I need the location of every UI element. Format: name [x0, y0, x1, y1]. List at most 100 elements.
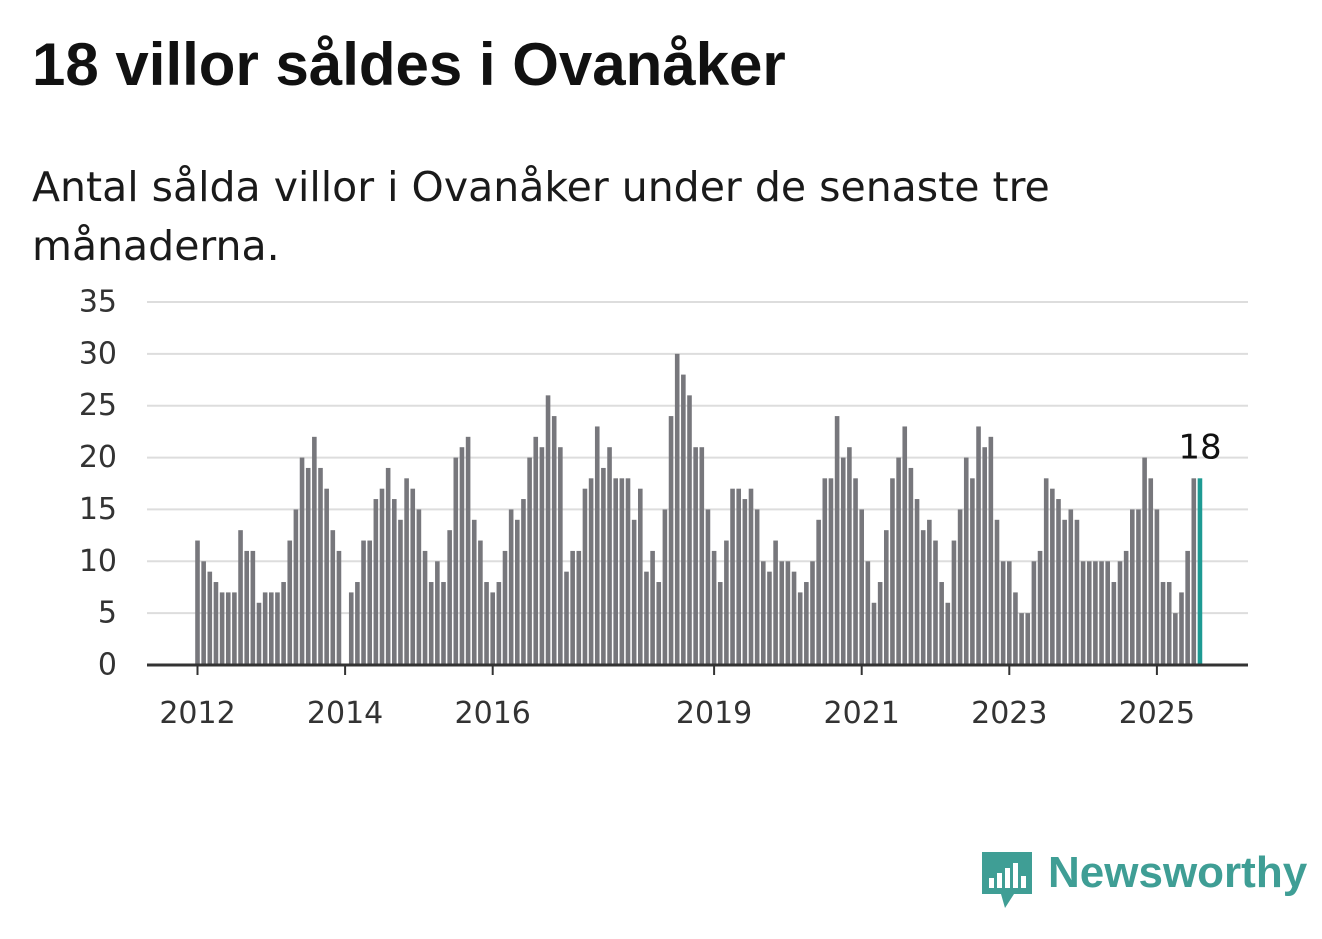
bar	[484, 582, 489, 665]
bar	[865, 561, 871, 665]
bar	[1154, 509, 1160, 665]
bar	[896, 457, 901, 665]
bar	[453, 457, 459, 665]
bar	[1142, 457, 1147, 665]
bar	[213, 582, 219, 665]
bar	[533, 436, 539, 665]
bar	[631, 519, 637, 665]
bar	[435, 561, 440, 665]
bar	[385, 467, 391, 665]
bar	[773, 540, 778, 665]
bar	[791, 571, 797, 665]
bar	[576, 550, 582, 665]
bar	[742, 499, 748, 665]
bar	[945, 602, 951, 665]
bar	[1136, 509, 1141, 665]
x-axis-labels: 2012 2014 2016 2019 2021 2023 2025	[159, 696, 1195, 731]
y-tick-label: 0	[98, 648, 117, 683]
bar	[238, 530, 243, 665]
bar	[976, 426, 981, 665]
bar	[650, 550, 655, 665]
bar	[478, 540, 483, 665]
bar	[927, 519, 932, 665]
bar	[902, 426, 908, 665]
bar	[1117, 561, 1123, 665]
bar	[373, 499, 379, 665]
bar	[1093, 561, 1098, 665]
bar	[281, 582, 286, 665]
bar	[355, 582, 360, 665]
bar	[1007, 561, 1012, 665]
bar	[840, 457, 846, 665]
bar	[588, 478, 594, 665]
bar	[361, 540, 366, 665]
bar	[269, 592, 274, 665]
bar	[607, 447, 612, 665]
bar	[1062, 519, 1067, 665]
bar	[299, 457, 305, 665]
bar	[1160, 582, 1166, 665]
bar	[379, 488, 385, 665]
bar	[262, 592, 268, 665]
bar	[1086, 561, 1092, 665]
bar	[250, 550, 256, 665]
bar	[459, 447, 465, 665]
chart-title: 18 villor såldes i Ovanåker	[32, 31, 786, 98]
bar	[613, 478, 618, 665]
bar	[1185, 550, 1190, 665]
bar	[201, 561, 206, 665]
bar	[816, 519, 821, 665]
bar	[207, 571, 213, 665]
bar	[318, 467, 323, 665]
bar	[717, 582, 723, 665]
bar	[625, 478, 631, 665]
x-axis	[147, 663, 1248, 675]
bar	[551, 416, 557, 665]
bar	[656, 582, 662, 665]
x-tick-label: 2016	[455, 696, 531, 731]
bar	[877, 582, 883, 665]
bar	[490, 592, 495, 665]
bar	[1025, 613, 1031, 665]
bar	[1043, 478, 1049, 665]
bar	[527, 457, 532, 665]
bar	[847, 447, 852, 665]
y-tick-label: 10	[79, 544, 117, 579]
bar	[558, 447, 563, 665]
bar	[232, 592, 237, 665]
bar	[441, 582, 446, 665]
bar	[871, 602, 877, 665]
bar	[1000, 561, 1006, 665]
bar	[736, 488, 741, 665]
bar	[1179, 592, 1184, 665]
bar	[767, 571, 772, 665]
bar	[367, 540, 372, 665]
bar	[853, 478, 858, 665]
bar	[699, 447, 705, 665]
bar	[644, 571, 649, 665]
bar	[275, 592, 280, 665]
bar	[1166, 582, 1172, 665]
bar	[410, 488, 416, 665]
x-tick-label: 2021	[824, 696, 900, 731]
bar	[890, 478, 895, 665]
bar	[994, 519, 1000, 665]
bar	[982, 447, 987, 665]
bar	[988, 436, 994, 665]
bar	[225, 592, 231, 665]
bar	[404, 478, 409, 665]
bar	[619, 478, 625, 665]
bar	[508, 509, 514, 665]
bar	[668, 416, 674, 665]
bar	[705, 509, 711, 665]
y-tick-label: 30	[79, 336, 117, 371]
bar	[970, 478, 975, 665]
bar	[244, 550, 249, 665]
bar	[804, 582, 809, 665]
bar	[1148, 478, 1154, 665]
bar	[422, 550, 428, 665]
bar	[1031, 561, 1037, 665]
bar	[797, 592, 803, 665]
bar	[1130, 509, 1135, 665]
